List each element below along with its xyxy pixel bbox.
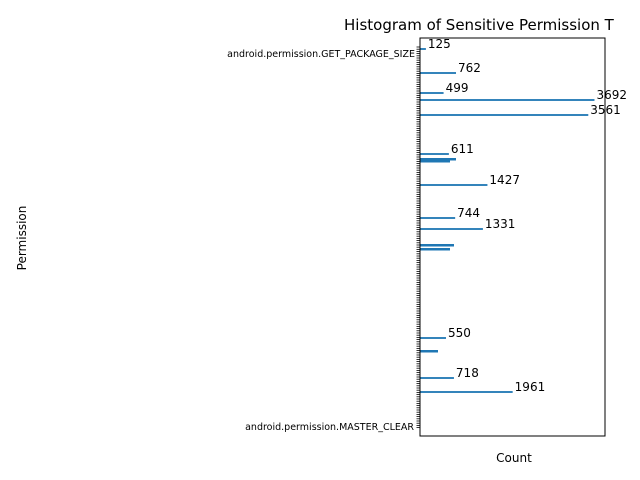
bar-value-label: 1427 <box>489 173 520 187</box>
bar <box>420 337 446 339</box>
bar-value-label: 1331 <box>485 217 516 231</box>
bar <box>420 48 426 50</box>
bar <box>420 228 483 230</box>
bar-value-label: 744 <box>457 206 480 220</box>
bar-value-label: 1961 <box>515 380 546 394</box>
bar-value-label: 499 <box>446 81 469 95</box>
bars-layer <box>420 48 595 393</box>
bar-value-label: 762 <box>458 61 481 75</box>
chart-title: Histogram of Sensitive Permission T <box>344 16 615 34</box>
bar-value-label: 550 <box>448 326 471 340</box>
bar <box>420 92 444 94</box>
ticks-layer <box>416 46 420 429</box>
bar <box>420 248 450 251</box>
bar <box>420 160 450 163</box>
bar <box>420 244 454 247</box>
bar-value-label: 125 <box>428 37 451 51</box>
y-axis-label: Permission <box>15 206 29 271</box>
y-tick-label: android.permission.GET_PACKAGE_SIZE <box>227 49 415 60</box>
bar-value-label: 611 <box>451 142 474 156</box>
x-axis-label: Count <box>496 451 532 465</box>
bar <box>420 217 456 219</box>
bar <box>420 158 456 161</box>
plot-area-frame <box>419 37 606 437</box>
y-tick-label: android.permission.MASTER_CLEAR <box>245 422 414 433</box>
bar <box>420 391 513 393</box>
bar <box>420 377 454 379</box>
bar-value-label: 3692 <box>596 88 627 102</box>
bar <box>420 350 438 353</box>
bar-value-label: 3561 <box>590 103 621 117</box>
bar <box>420 153 449 155</box>
bar <box>420 99 595 101</box>
bar <box>420 184 488 186</box>
bar <box>420 72 457 74</box>
bar <box>420 114 589 116</box>
bar-value-label: 718 <box>456 366 479 380</box>
